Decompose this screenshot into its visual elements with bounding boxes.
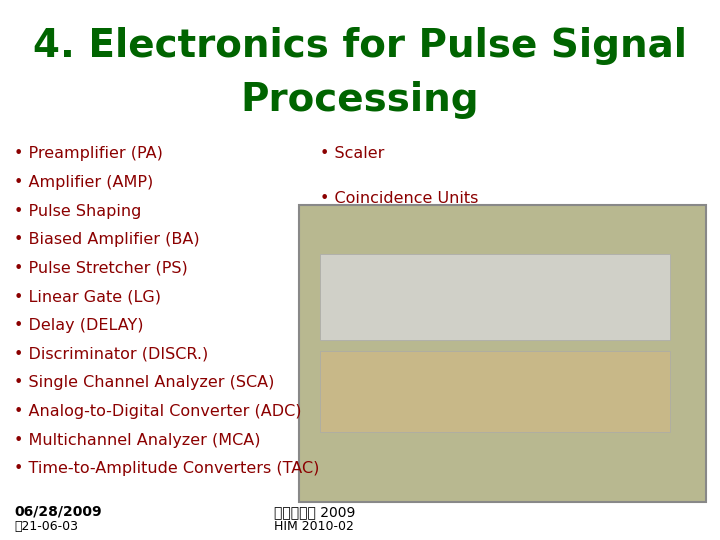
Text: 4. Electronics for Pulse Signal: 4. Electronics for Pulse Signal [33, 27, 687, 65]
Text: • Pulse Shaping: • Pulse Shaping [14, 204, 142, 219]
Text: • Amplifier (AMP): • Amplifier (AMP) [14, 175, 153, 190]
Text: • Time-to-Amplitude Converters (TAC): • Time-to-Amplitude Converters (TAC) [14, 461, 320, 476]
FancyBboxPatch shape [299, 205, 706, 502]
FancyBboxPatch shape [320, 254, 670, 340]
Text: • Multichannel Analyzer (MCA): • Multichannel Analyzer (MCA) [14, 433, 261, 448]
Text: • Biased Amplifier (BA): • Biased Amplifier (BA) [14, 232, 200, 247]
Text: • Single Channel Analyzer (SCA): • Single Channel Analyzer (SCA) [14, 375, 275, 390]
Text: • Coincidence Units: • Coincidence Units [320, 191, 479, 206]
Text: • Analog-to-Digital Converter (ADC): • Analog-to-Digital Converter (ADC) [14, 404, 302, 419]
Text: Processing: Processing [240, 81, 480, 119]
Text: • Preamplifier (PA): • Preamplifier (PA) [14, 146, 163, 161]
Text: • Scaler: • Scaler [320, 146, 384, 161]
Text: 핵물리학교 2009: 핵물리학교 2009 [274, 505, 355, 519]
Text: • Pulse Stretcher (PS): • Pulse Stretcher (PS) [14, 261, 188, 276]
Text: • Delay (DELAY): • Delay (DELAY) [14, 318, 144, 333]
Text: • Discriminator (DISCR.): • Discriminator (DISCR.) [14, 347, 209, 362]
Text: HIM 2010-02: HIM 2010-02 [274, 520, 354, 533]
Text: • Linear Gate (LG): • Linear Gate (LG) [14, 289, 161, 305]
FancyBboxPatch shape [320, 351, 670, 432]
Text: 06/28/2009: 06/28/2009 [14, 505, 102, 519]
Text: 귀21-06-03: 귀21-06-03 [14, 520, 78, 533]
